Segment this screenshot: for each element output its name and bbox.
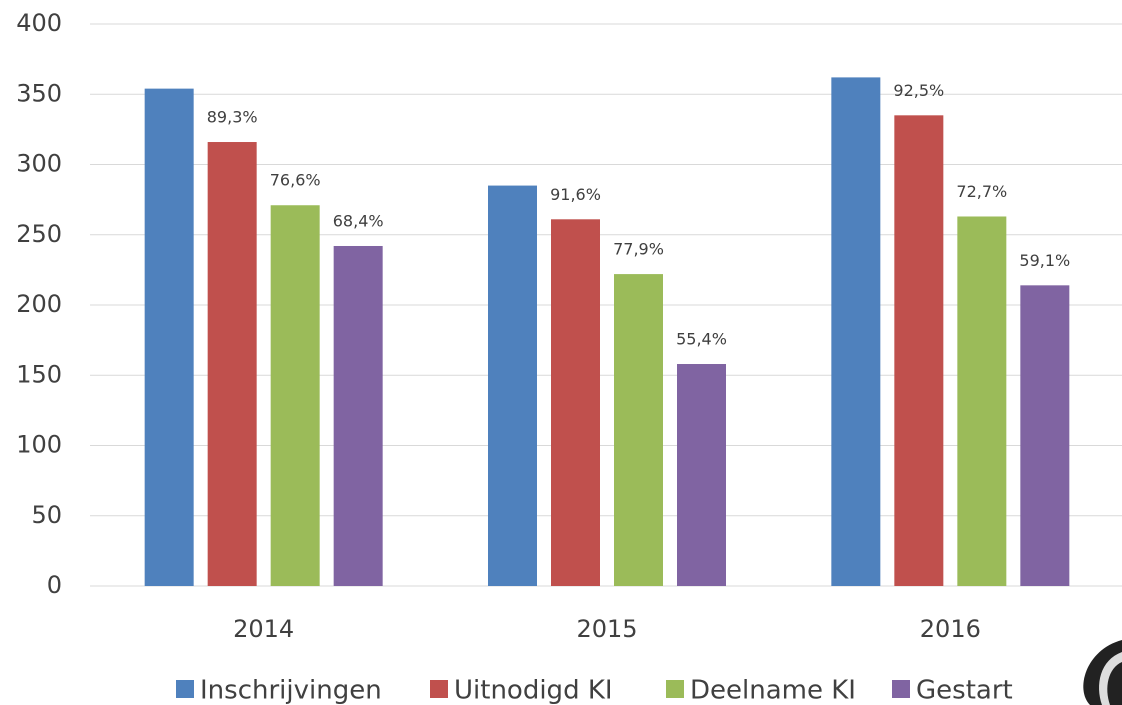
legend-swatch — [666, 680, 684, 698]
bar — [488, 185, 537, 586]
x-tick-label: 2014 — [233, 615, 294, 643]
bar — [144, 88, 194, 586]
bar — [677, 364, 726, 586]
share-label: 89,3% — [207, 108, 258, 127]
decoration — [1099, 652, 1122, 705]
share-label: 76,6% — [270, 171, 321, 190]
bar — [1020, 285, 1070, 586]
legend-label: Deelname KI — [690, 676, 856, 705]
bar — [831, 77, 881, 586]
legend-label: Inschrijvingen — [200, 676, 382, 705]
y-tick-label: 100 — [16, 431, 62, 459]
bar — [894, 115, 944, 586]
bar — [207, 142, 257, 586]
bar — [957, 216, 1007, 587]
legend-label: Uitnodigd KI — [454, 676, 613, 705]
share-label: 77,9% — [613, 240, 664, 259]
legend-swatch — [430, 680, 448, 698]
legend-swatch — [892, 680, 910, 698]
bar — [551, 219, 600, 587]
bar — [270, 205, 320, 586]
share-label: 92,5% — [893, 81, 944, 100]
y-tick-label: 50 — [31, 501, 62, 529]
y-tick-label: 0 — [47, 571, 62, 599]
share-label: 72,7% — [956, 182, 1007, 201]
y-tick-label: 150 — [16, 360, 62, 388]
y-tick-label: 200 — [16, 290, 62, 318]
share-label: 68,4% — [333, 211, 384, 230]
share-label: 55,4% — [676, 330, 727, 349]
share-label: 91,6% — [550, 185, 601, 204]
y-tick-label: 400 — [16, 9, 62, 37]
y-tick-label: 350 — [16, 79, 62, 107]
y-tick-label: 250 — [16, 220, 62, 248]
x-tick-label: 2015 — [576, 615, 637, 643]
legend-label: Gestart — [916, 676, 1013, 705]
x-tick-label: 2016 — [920, 615, 981, 643]
share-label: 59,1% — [1019, 251, 1070, 270]
bar — [614, 274, 663, 586]
bar — [333, 245, 383, 587]
y-tick-label: 300 — [16, 150, 62, 178]
legend-swatch — [176, 680, 194, 698]
